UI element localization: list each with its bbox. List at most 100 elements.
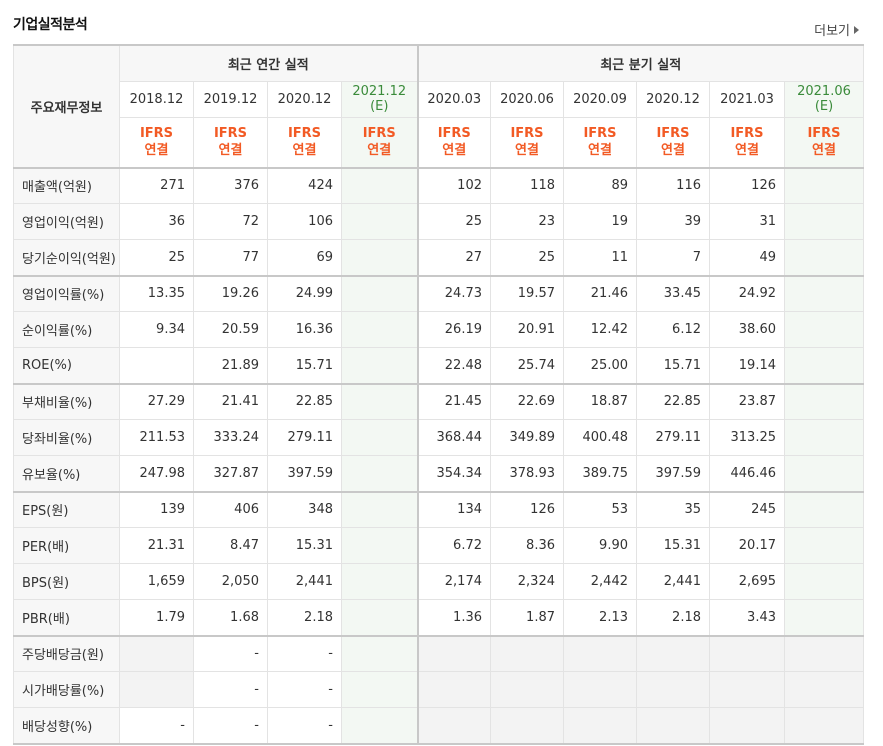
value-cell: 19.57 [490, 274, 564, 312]
period-header: 2020.12 [267, 80, 342, 118]
financial-table: 주요재무정보 최근 연간 실적 최근 분기 실적 2018.12 2019.12 2… [13, 44, 864, 745]
value-cell: 77 [193, 239, 268, 276]
value-cell: 27.29 [119, 382, 194, 420]
value-cell: 1,659 [119, 563, 194, 600]
value-cell: 18.87 [563, 382, 637, 420]
value-cell [119, 671, 194, 708]
period-header: 2021.03 [709, 80, 785, 118]
value-cell: 25 [416, 203, 491, 240]
ifrs-badge: IFRS 연결 [709, 116, 785, 168]
value-cell: - [267, 707, 342, 744]
value-cell [341, 166, 418, 204]
table-row: BPS(원) 1,659 2,050 2,441 2,174 2,324 2,442 2,44… [13, 563, 864, 600]
value-cell: 9.34 [119, 311, 194, 348]
value-cell [784, 382, 864, 420]
ifrs-label: IFRS [213, 126, 248, 141]
table-row: 매출액(억원) 271 376 424 102 118 89 116 126 [13, 166, 864, 204]
period-header: 2021.06 (E) [784, 80, 864, 118]
value-cell: 16.36 [267, 311, 342, 348]
value-cell: 21.45 [416, 382, 491, 420]
value-cell: 35 [636, 490, 710, 528]
value-cell [784, 239, 864, 276]
value-cell [563, 634, 637, 672]
value-cell: 2,050 [193, 563, 268, 600]
value-cell [784, 274, 864, 312]
value-cell [636, 707, 710, 744]
ifrs-badge: IFRS 연결 [193, 116, 268, 168]
table-row: 시가배당률(%) - - [13, 671, 864, 708]
period-header: 2019.12 [193, 80, 268, 118]
table-row: ROE(%) 21.89 15.71 22.48 25.74 25.00 15.71 19.1… [13, 347, 864, 384]
value-cell [784, 203, 864, 240]
ifrs-label: IFRS [287, 126, 322, 141]
value-cell [563, 671, 637, 708]
value-cell: 354.34 [416, 455, 491, 492]
ifrs-badge: IFRS 연결 [341, 116, 418, 168]
row-label: 유보율(%) [13, 455, 120, 492]
value-cell: 313.25 [709, 419, 785, 456]
value-cell [636, 634, 710, 672]
table-row: 주당배당금(원) - - [13, 634, 864, 672]
value-cell: - [193, 671, 268, 708]
quarter-group-header: 최근 분기 실적 [416, 44, 864, 82]
value-cell [416, 671, 491, 708]
ifrs-badge: IFRS 연결 [636, 116, 710, 168]
value-cell: 22.69 [490, 382, 564, 420]
ifrs-badge: IFRS 연결 [416, 116, 491, 168]
ifrs-badge: IFRS 연결 [784, 116, 864, 168]
value-cell [341, 347, 418, 384]
value-cell: 279.11 [267, 419, 342, 456]
value-cell: 27 [416, 239, 491, 276]
value-cell: 378.93 [490, 455, 564, 492]
row-label: 배당성향(%) [13, 707, 120, 744]
value-cell [784, 599, 864, 636]
period-header: 2018.12 [119, 80, 194, 118]
value-cell: 397.59 [267, 455, 342, 492]
more-label: 더보기 [814, 24, 850, 39]
consolidated-label: 연결 [515, 143, 539, 158]
value-cell [709, 671, 785, 708]
value-cell: 389.75 [563, 455, 637, 492]
value-cell: 49 [709, 239, 785, 276]
more-link[interactable]: 더보기 [814, 20, 859, 39]
value-cell [709, 634, 785, 672]
value-cell: 25.00 [563, 347, 637, 384]
value-cell: 126 [709, 166, 785, 204]
period-header: 2020.12 [636, 80, 710, 118]
value-cell: 1.79 [119, 599, 194, 636]
ifrs-label: IFRS [656, 126, 690, 141]
value-cell: 22.85 [636, 382, 710, 420]
value-cell [341, 203, 418, 240]
value-cell: 20.59 [193, 311, 268, 348]
value-cell [784, 311, 864, 348]
value-cell [341, 455, 418, 492]
value-cell: 20.91 [490, 311, 564, 348]
value-cell: - [193, 634, 268, 672]
value-cell: 89 [563, 166, 637, 204]
value-cell: 23.87 [709, 382, 785, 420]
value-cell: 24.92 [709, 274, 785, 312]
row-label: 당기순이익(억원) [13, 239, 120, 276]
value-cell [784, 527, 864, 564]
table-row: 영업이익(억원) 36 72 106 25 23 19 39 31 [13, 203, 864, 240]
value-cell: 53 [563, 490, 637, 528]
value-cell: 2.18 [636, 599, 710, 636]
consolidated-label: 연결 [442, 143, 467, 158]
header-label: 주요재무정보 [13, 44, 120, 168]
value-cell: 446.46 [709, 455, 785, 492]
value-cell: 72 [193, 203, 268, 240]
value-cell [784, 671, 864, 708]
table-row: 순이익률(%) 9.34 20.59 16.36 26.19 20.91 12.42 6.12… [13, 311, 864, 348]
value-cell: 126 [490, 490, 564, 528]
value-cell [784, 419, 864, 456]
value-cell: 22.85 [267, 382, 342, 420]
value-cell: 38.60 [709, 311, 785, 348]
table-row: 유보율(%) 247.98 327.87 397.59 354.34 378.93 389.… [13, 455, 864, 492]
value-cell: 2,442 [563, 563, 637, 600]
table-row: 영업이익률(%) 13.35 19.26 24.99 24.73 19.57 21.46 33… [13, 274, 864, 312]
value-cell: 8.36 [490, 527, 564, 564]
value-cell: - [267, 634, 342, 672]
consolidated-label: 연결 [144, 143, 169, 158]
value-cell: 134 [416, 490, 491, 528]
value-cell: 7 [636, 239, 710, 276]
